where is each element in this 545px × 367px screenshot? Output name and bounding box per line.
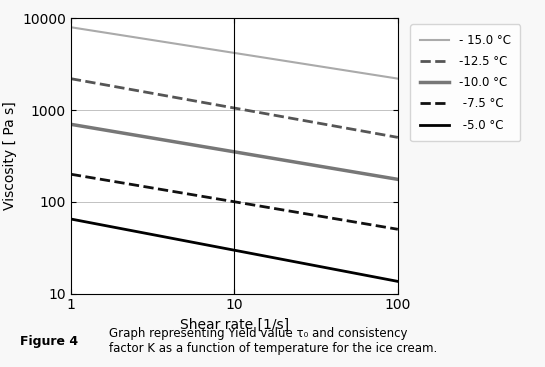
Text: Figure 4: Figure 4 (20, 335, 78, 348)
Text: Graph representing Yield value τ₀ and consistency
factor K as a function of temp: Graph representing Yield value τ₀ and co… (109, 327, 437, 355)
Legend: - 15.0 °C, -12.5 °C, -10.0 °C,  -7.5 °C,  -5.0 °C: - 15.0 °C, -12.5 °C, -10.0 °C, -7.5 °C, … (410, 24, 520, 141)
X-axis label: Shear rate [1/s]: Shear rate [1/s] (180, 318, 289, 332)
Y-axis label: Viscosity [ Pa s]: Viscosity [ Pa s] (3, 102, 16, 210)
